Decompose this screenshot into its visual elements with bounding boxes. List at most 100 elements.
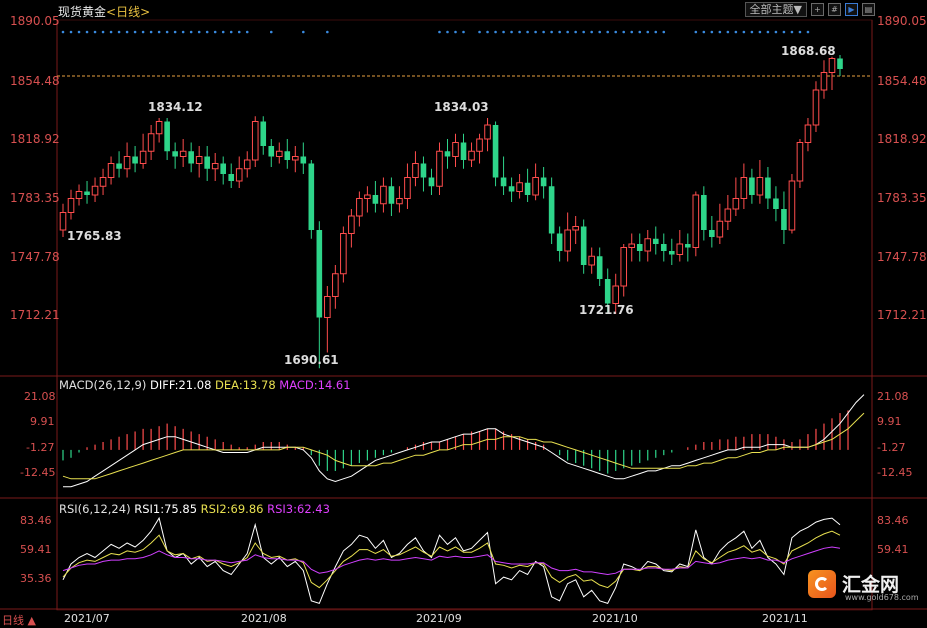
candle-body bbox=[275, 150, 283, 157]
macd-tick-left: -1.27 bbox=[26, 441, 55, 454]
macd-tick-left: 9.91 bbox=[30, 415, 55, 428]
candle-body bbox=[332, 273, 339, 297]
candle-body bbox=[676, 243, 684, 255]
price-tick-left: 1818.92 bbox=[10, 132, 60, 146]
candle-body bbox=[164, 121, 170, 152]
period-switch[interactable]: 日线 ▲ bbox=[2, 612, 36, 628]
candle-body bbox=[228, 174, 235, 181]
macd-tick-left: 21.08 bbox=[24, 390, 56, 403]
candle-body bbox=[701, 195, 707, 230]
event-marker-dot bbox=[302, 30, 305, 34]
crosshair-icon[interactable]: + bbox=[811, 3, 824, 16]
candle-body bbox=[796, 142, 804, 182]
event-marker-dot bbox=[622, 30, 626, 34]
period-switch-label: 日线 bbox=[2, 614, 24, 627]
rsi-tick-left: 35.36 bbox=[20, 572, 52, 585]
x-tick: 2021/10 bbox=[592, 612, 638, 625]
event-marker-dot bbox=[734, 30, 738, 34]
event-marker-dot bbox=[566, 30, 569, 34]
rsi3-line bbox=[62, 546, 841, 576]
candle-body bbox=[604, 279, 611, 304]
macd-tick-right: -1.27 bbox=[877, 441, 906, 454]
price-annotation-low: 1690.61 bbox=[284, 353, 339, 367]
candle-body bbox=[172, 151, 178, 157]
candle-body bbox=[644, 238, 652, 252]
event-marker-dot bbox=[125, 30, 129, 34]
price-tick-left: 1854.48 bbox=[10, 74, 60, 88]
rsi-tick-left: 59.41 bbox=[20, 543, 52, 556]
candle-body bbox=[91, 185, 99, 196]
price-annotation-low: 1765.83 bbox=[67, 229, 122, 243]
rsi2-line bbox=[62, 530, 841, 589]
event-marker-dot bbox=[205, 30, 209, 34]
event-marker-dot bbox=[157, 30, 161, 34]
play-icon[interactable]: ▶ bbox=[845, 3, 858, 16]
x-tick: 2021/08 bbox=[241, 612, 287, 625]
candle-series bbox=[59, 55, 843, 369]
event-marker-dot bbox=[534, 30, 537, 34]
event-marker-dot bbox=[77, 30, 81, 34]
event-marker-dot bbox=[758, 30, 762, 34]
layout-icon[interactable]: ▤ bbox=[862, 3, 875, 16]
candle-body bbox=[420, 163, 427, 178]
candle-body bbox=[316, 230, 323, 318]
chart-title: 现货黄金<日线> bbox=[58, 3, 150, 20]
event-marker-dot bbox=[646, 30, 650, 34]
price-tick-right: 1818.92 bbox=[877, 132, 927, 146]
candle-body bbox=[220, 163, 227, 174]
candle-body bbox=[516, 182, 523, 192]
event-marker-dot bbox=[221, 30, 225, 34]
event-marker-dot bbox=[197, 30, 201, 34]
period-label[interactable]: 日线 bbox=[116, 5, 141, 19]
event-marker-dot bbox=[494, 30, 497, 34]
candle-body bbox=[740, 177, 748, 199]
candle-body bbox=[356, 198, 363, 217]
candle-body bbox=[235, 168, 243, 182]
candle-body bbox=[284, 151, 291, 160]
candle-body bbox=[291, 156, 299, 161]
event-marker-dot bbox=[614, 30, 618, 34]
candle-body bbox=[756, 177, 764, 196]
event-marker-dot bbox=[502, 30, 505, 34]
rsi2-value: RSI2:69.86 bbox=[200, 502, 264, 516]
event-marker-dot bbox=[269, 30, 273, 34]
candle-body bbox=[564, 229, 571, 252]
logo-mark bbox=[815, 577, 829, 591]
event-markers bbox=[61, 30, 810, 34]
macd-macd-value: MACD:14.61 bbox=[279, 378, 351, 392]
event-marker-dot bbox=[478, 30, 481, 34]
event-marker-dot bbox=[69, 30, 73, 34]
event-marker-dot bbox=[85, 30, 89, 34]
event-marker-dot bbox=[213, 30, 217, 34]
candle-body bbox=[204, 156, 210, 169]
candle-body bbox=[804, 124, 812, 143]
period-open-bracket[interactable]: < bbox=[106, 5, 117, 19]
event-marker-dot bbox=[93, 30, 97, 34]
grid-icon[interactable]: # bbox=[828, 3, 841, 16]
rsi1-line bbox=[62, 516, 841, 605]
event-marker-dot bbox=[598, 30, 601, 34]
period-close-bracket[interactable]: > bbox=[140, 5, 151, 19]
price-annotation-low: 1721.76 bbox=[579, 303, 634, 317]
chevron-down-icon: ▼ bbox=[793, 3, 802, 16]
event-marker-dot bbox=[173, 30, 177, 34]
event-marker-dot bbox=[181, 30, 185, 34]
candle-body bbox=[636, 244, 643, 251]
candle-body bbox=[532, 177, 539, 196]
theme-select-label: 全部主题 bbox=[749, 3, 794, 16]
toolbar: 全部主题▼ + # ▶ ▤ bbox=[744, 2, 875, 17]
event-marker-dot bbox=[774, 30, 778, 34]
candle-body bbox=[268, 146, 275, 157]
event-marker-dot bbox=[806, 30, 810, 34]
theme-select[interactable]: 全部主题▼ bbox=[744, 2, 807, 17]
candle-body bbox=[524, 182, 531, 195]
candle-body bbox=[67, 198, 75, 213]
event-marker-dot bbox=[694, 30, 698, 34]
event-marker-dot bbox=[189, 30, 193, 34]
candle-body bbox=[372, 195, 379, 204]
macd-tick-left: -12.45 bbox=[20, 466, 56, 479]
event-marker-dot bbox=[109, 30, 113, 34]
x-tick: 2021/07 bbox=[64, 612, 110, 625]
candle-body bbox=[596, 256, 603, 279]
